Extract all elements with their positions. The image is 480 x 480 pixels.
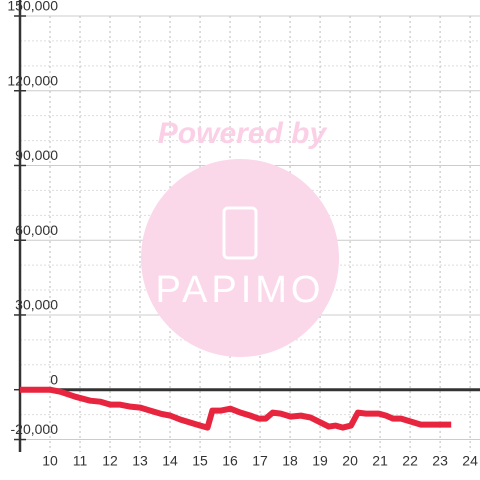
x-tick-label: 10 — [42, 453, 58, 469]
y-tick-label: 30,000 — [15, 297, 58, 313]
y-tick-label: 150,000 — [7, 0, 58, 14]
x-tick-label: 23 — [432, 453, 448, 469]
x-tick-label: 11 — [73, 453, 88, 469]
y-tick-label: 90,000 — [15, 147, 58, 163]
x-tick-label: 16 — [222, 453, 238, 469]
data-line — [20, 386, 452, 431]
watermark: Powered by PAPIMO — [141, 117, 339, 357]
y-tick-label: -20,000 — [11, 421, 59, 437]
x-tick-label: 21 — [372, 453, 388, 469]
watermark-logo: PAPIMO — [156, 269, 325, 311]
x-tick-label: 20 — [342, 453, 358, 469]
grid — [20, 15, 480, 452]
x-tick-label: 15 — [192, 453, 208, 469]
watermark-icon — [222, 206, 258, 260]
x-tick-label: 12 — [102, 453, 118, 469]
y-tick-label: 60,000 — [15, 222, 58, 238]
watermark-text: Powered by — [158, 117, 328, 150]
y-tick-label: 0 — [50, 371, 58, 387]
x-tick-label: 19 — [312, 453, 328, 469]
x-tick-label: 24 — [462, 453, 478, 469]
x-tick-label: 14 — [162, 453, 178, 469]
x-tick-label: 13 — [132, 453, 148, 469]
x-tick-label: 17 — [252, 453, 268, 469]
x-tick-label: 18 — [282, 453, 298, 469]
x-tick-label: 22 — [402, 453, 418, 469]
y-tick-label: 120,000 — [7, 72, 58, 88]
